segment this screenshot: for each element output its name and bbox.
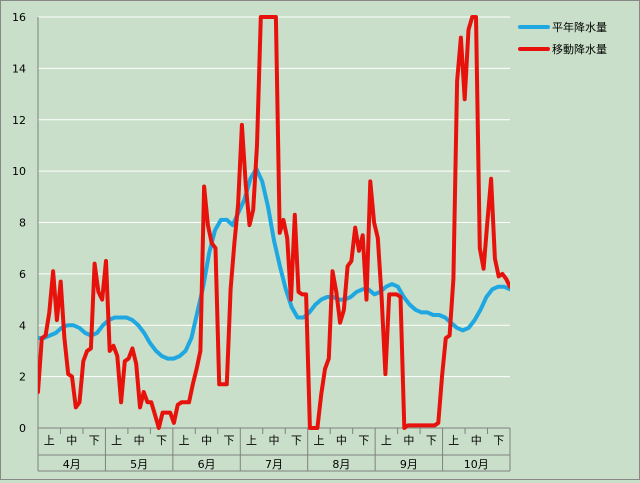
x-sub-label: 下 <box>89 434 100 447</box>
y-tick-label: 16 <box>12 11 26 24</box>
month-label: 7月 <box>265 458 283 471</box>
series-line-normal <box>38 166 510 361</box>
y-tick-label: 8 <box>19 217 26 230</box>
x-sub-label: 中 <box>471 434 482 447</box>
x-sub-label: 下 <box>224 434 235 447</box>
month-label: 9月 <box>400 458 418 471</box>
gridlines <box>37 16 510 429</box>
x-sub-label: 上 <box>179 434 190 447</box>
x-sub-label: 下 <box>291 434 302 447</box>
month-label: 10月 <box>464 458 489 471</box>
x-sub-label: 上 <box>381 434 392 447</box>
x-sub-label: 上 <box>246 434 257 447</box>
month-label: 8月 <box>332 458 350 471</box>
legend-label: 平年降水量 <box>552 20 607 34</box>
x-sub-label: 下 <box>493 434 504 447</box>
x-sub-label: 中 <box>201 434 212 447</box>
y-tick-label: 4 <box>19 319 26 332</box>
x-sub-label: 下 <box>426 434 437 447</box>
y-tick-label: 2 <box>19 371 26 384</box>
x-axis: 上中下上中下上中下上中下上中下上中下上中下4月 5月 6月 7月 8月 9月 10月 <box>37 427 511 472</box>
y-tick-label: 0 <box>19 422 26 435</box>
x-sub-label: 上 <box>448 434 459 447</box>
x-sub-label: 中 <box>134 434 145 447</box>
x-sub-label: 中 <box>66 434 77 447</box>
legend-label: 移動降水量 <box>552 42 607 56</box>
series-line-moving <box>38 15 510 430</box>
x-sub-label: 上 <box>313 434 324 447</box>
x-sub-label: 中 <box>269 434 280 447</box>
month-label: 5月 <box>130 458 148 471</box>
y-tick-label: 6 <box>19 268 26 281</box>
month-label: 4月 <box>63 458 81 471</box>
y-axis-ticks: 0 2 4 6 8 10 12 14 16 <box>12 11 26 435</box>
x-sub-label: 下 <box>358 434 369 447</box>
y-tick-label: 12 <box>12 114 26 127</box>
month-label: 6月 <box>198 458 216 471</box>
x-sub-label: 上 <box>111 434 122 447</box>
y-tick-label: 10 <box>12 165 26 178</box>
series-lines <box>38 15 510 430</box>
x-sub-label: 下 <box>156 434 167 447</box>
x-sub-label: 中 <box>403 434 414 447</box>
x-sub-label: 中 <box>336 434 347 447</box>
y-tick-label: 14 <box>12 62 26 75</box>
x-sub-label: 上 <box>44 434 55 447</box>
